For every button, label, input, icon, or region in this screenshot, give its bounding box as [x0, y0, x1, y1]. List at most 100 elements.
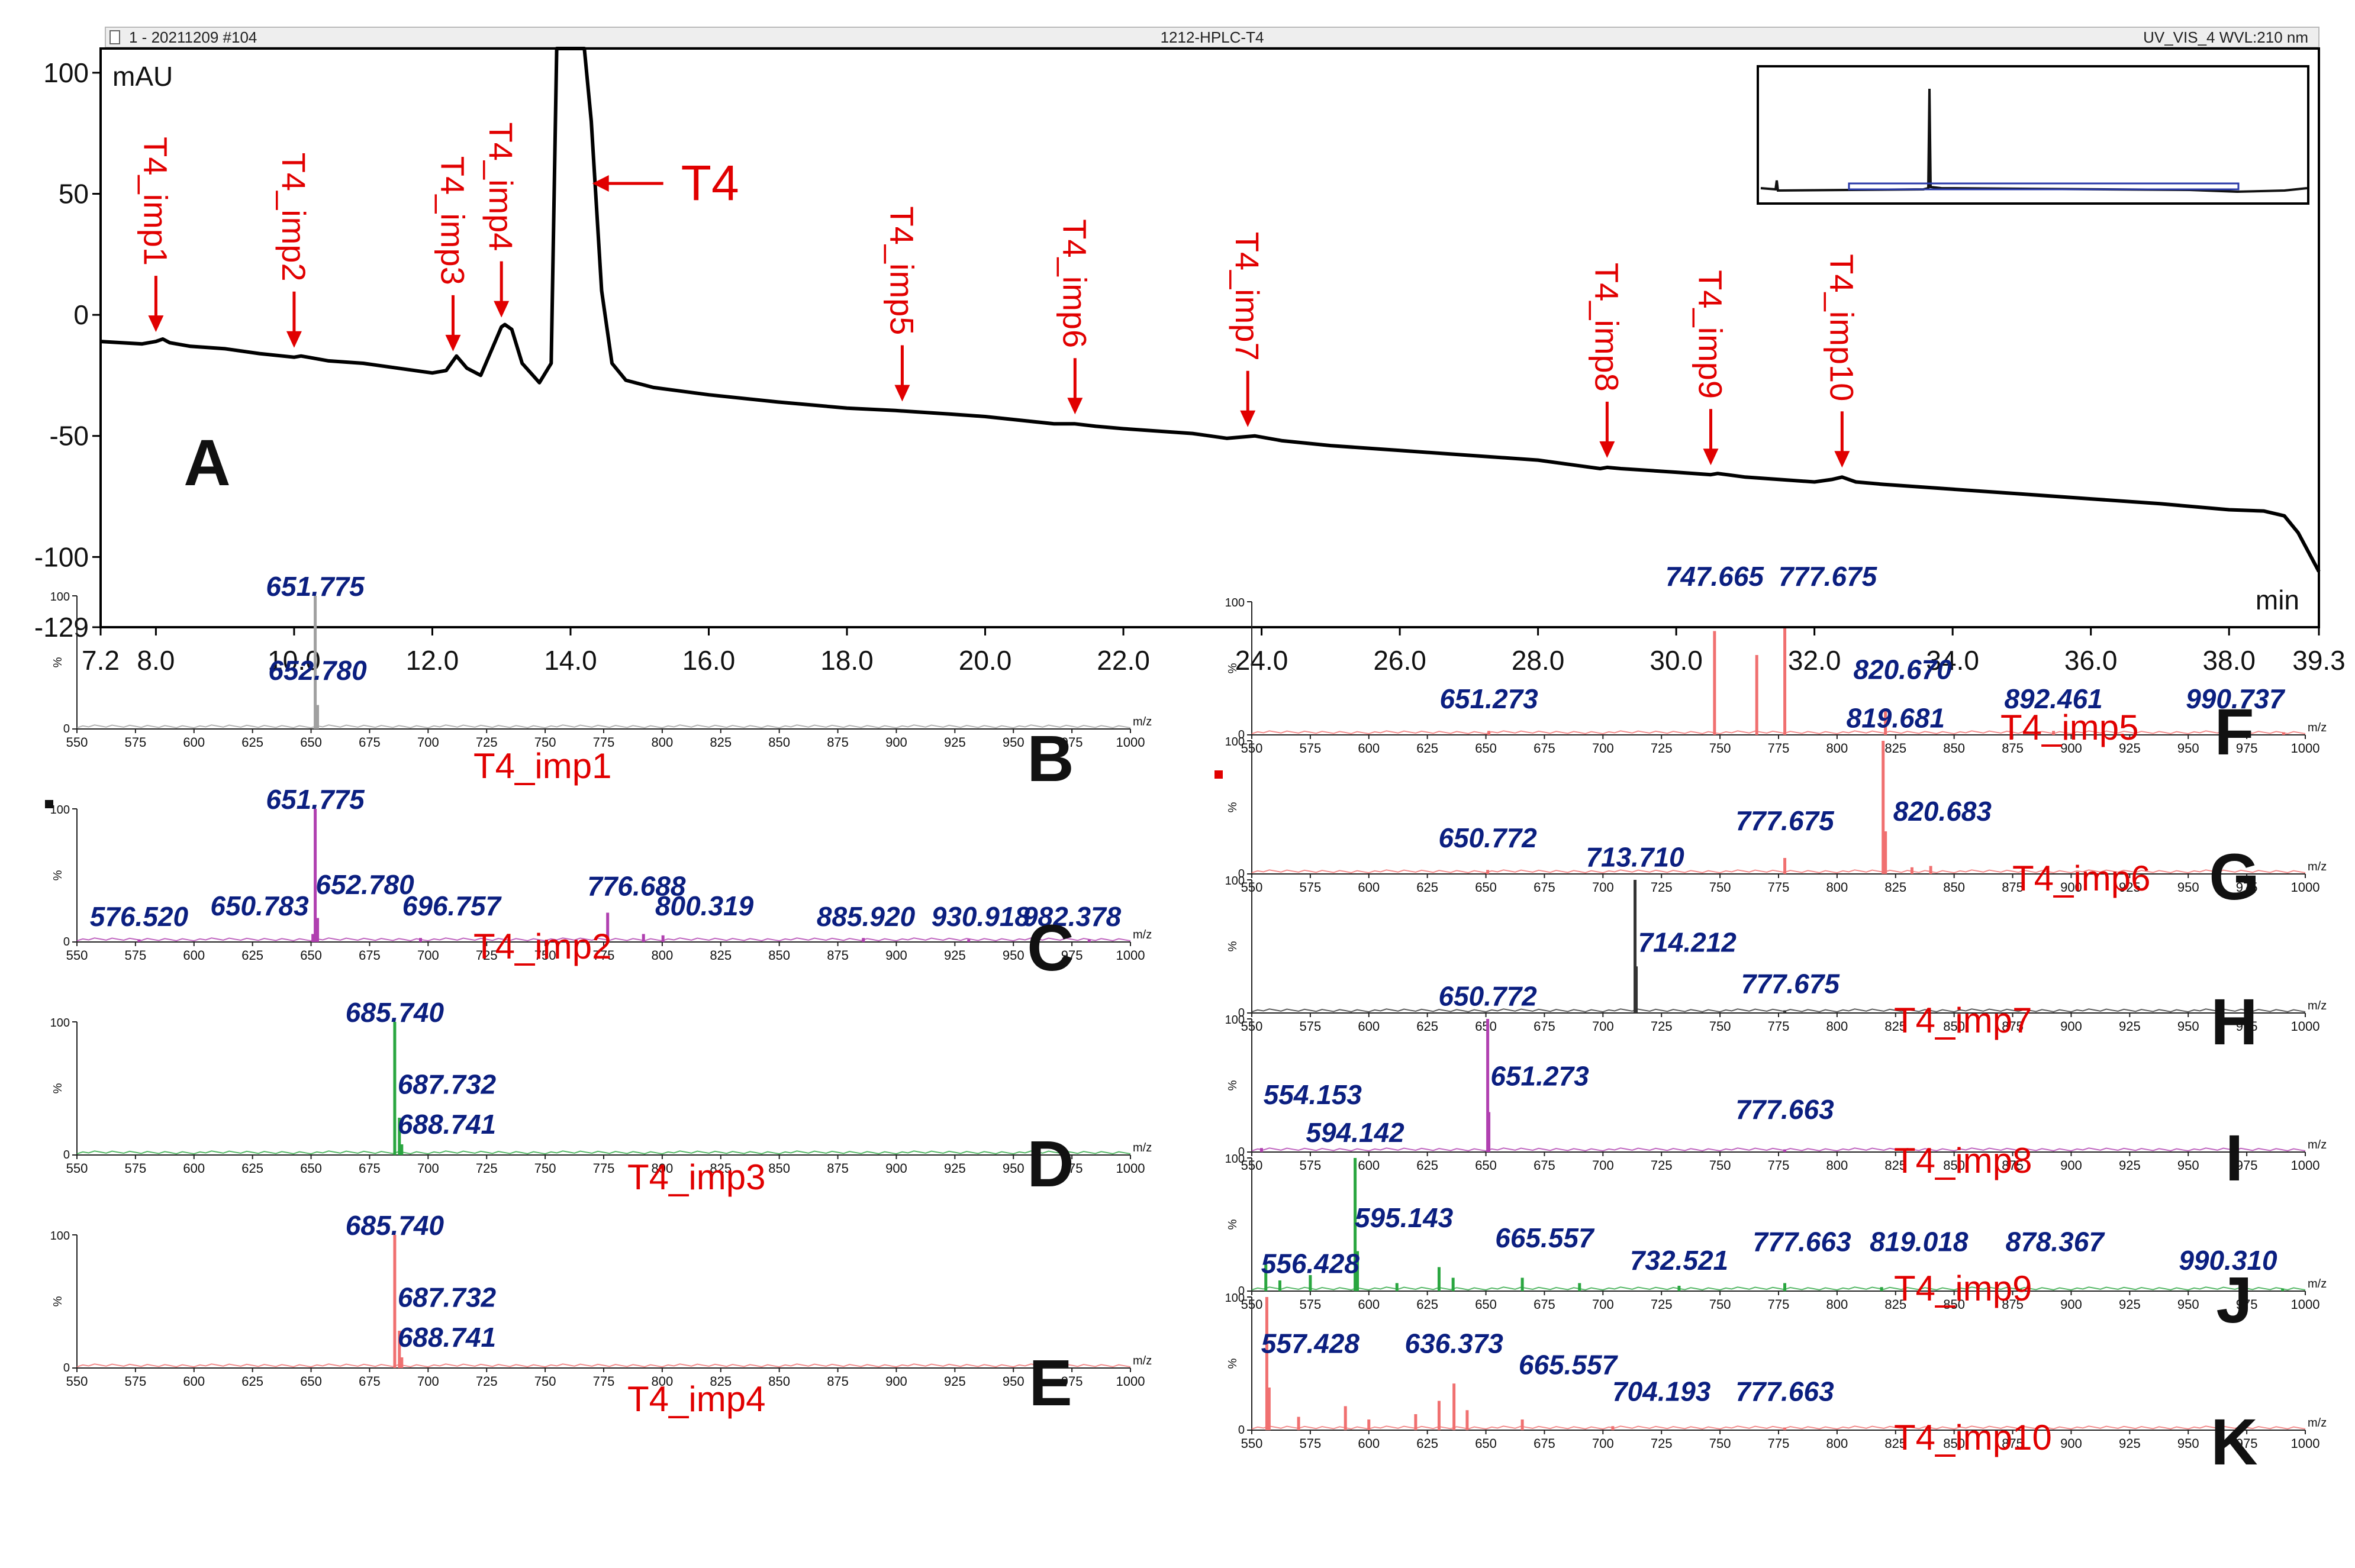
mz-tick-label: 750: [1709, 1019, 1731, 1034]
annotation-label: T4_imp7: [1229, 232, 1266, 361]
mz-tick-label: 950: [1003, 1374, 1025, 1389]
annotation-label: T4_imp1: [137, 137, 174, 266]
y-max-label: 100: [1225, 735, 1245, 748]
mz-tick-label: 975: [2236, 1019, 2258, 1034]
peak-label: 650.783: [210, 891, 309, 921]
mz-tick-label: 900: [2060, 741, 2082, 756]
y-min-label: 0: [63, 722, 70, 735]
spectrum-title: T4_imp6: [2012, 859, 2150, 898]
peak-label: 990.737: [2186, 683, 2286, 714]
mz-tick-label: 650: [300, 948, 322, 963]
mz-tick-label: 1000: [2291, 1158, 2320, 1173]
noise-trace: [1251, 1286, 2306, 1291]
spectrum-title: T4_imp8: [1894, 1141, 2032, 1180]
peak-label: 892.461: [2004, 683, 2102, 714]
peak-label: 685.740: [346, 1210, 444, 1241]
mz-tick-label: 975: [2236, 1436, 2258, 1451]
mz-tick-label: 750: [534, 1374, 556, 1389]
y-min-label: 0: [63, 1361, 70, 1375]
annotation-label: T4_imp2: [275, 153, 313, 282]
mz-tick-label: 875: [2002, 1019, 2024, 1034]
peak-label: 651.775: [266, 571, 365, 602]
chromatogram-x-unit: min: [2256, 585, 2299, 615]
mz-tick-label: 675: [359, 1374, 381, 1389]
mz-tick-label: 675: [1534, 1436, 1555, 1451]
spectrum-title: T4_imp4: [627, 1379, 765, 1419]
mz-tick-label: 1000: [1116, 735, 1145, 750]
mz-tick-label: 1000: [1116, 1374, 1145, 1389]
panel-label-B: B: [1027, 722, 1074, 795]
mz-tick-label: 675: [359, 1161, 381, 1176]
mz-tick-label: 725: [1651, 741, 1673, 756]
mz-tick-label: 775: [1768, 741, 1790, 756]
mz-tick-label: 575: [125, 1374, 147, 1389]
mz-tick-label: 925: [944, 735, 966, 750]
spectrum-panel-D: 1000%550 575 600 625 650 675 700 725 750 775 800 82…: [50, 997, 1152, 1201]
mz-tick-label: 600: [1358, 1297, 1380, 1312]
mz-tick-label: 975: [2236, 741, 2258, 756]
mz-tick-label: 875: [2002, 1158, 2024, 1173]
peak-label: 556.428: [1261, 1248, 1360, 1279]
y-tick-label: -50: [50, 421, 89, 451]
mz-tick-label: 775: [593, 1161, 615, 1176]
spectrum-panel-B: 1000%550 575 600 625 650 675 700 725 750 775 800 82…: [50, 571, 1152, 795]
arrow-head-icon: [1240, 410, 1256, 427]
mz-tick-label: 625: [1416, 741, 1438, 756]
mass-spectra: 1000%550 575 600 625 650 675 700 725 750 775 800 82…: [45, 561, 2327, 1479]
mz-tick-label: 700: [417, 948, 439, 963]
mz-tick-label: 775: [1768, 880, 1790, 895]
annotation-label: T4_imp8: [1588, 263, 1625, 392]
mz-tick-label: 725: [476, 735, 498, 750]
mz-tick-label: 850: [1943, 1019, 1965, 1034]
y-unit-label: %: [1226, 1080, 1239, 1090]
mz-tick-label: 900: [885, 948, 907, 963]
x-tick-label: 34.0: [1926, 645, 1979, 676]
y-unit-label: %: [51, 657, 65, 667]
chromatogram-panel: 100 50 0 -50 -100 -129 7.2 8.0 10.0 12.0 14.0 16.0…: [34, 47, 2346, 676]
arrow-head-icon: [286, 331, 302, 348]
mz-tick-label: 650: [1475, 1158, 1497, 1173]
spectrum-title: T4_imp9: [1894, 1269, 2032, 1308]
mz-tick-label: 600: [183, 1161, 205, 1176]
mz-tick-label: 625: [241, 1161, 263, 1176]
mz-tick-label: 775: [1768, 1158, 1790, 1173]
x-tick-label: 39.3: [2292, 645, 2346, 676]
spectrum-panel-H: 1000%550 575 600 625 650 675 700 725 750 775 800 82…: [1225, 842, 2327, 1059]
peak-label: 820.683: [1893, 796, 1992, 827]
mz-tick-label: 650: [300, 735, 322, 750]
mz-unit-label: m/z: [2308, 999, 2327, 1012]
mz-tick-label: 925: [944, 1161, 966, 1176]
panel-label-J: J: [2216, 1264, 2252, 1337]
mz-unit-label: m/z: [1133, 1354, 1152, 1367]
mz-tick-label: 775: [593, 948, 615, 963]
mz-tick-label: 725: [1651, 1297, 1673, 1312]
mz-tick-label: 700: [1592, 1436, 1614, 1451]
mz-tick-label: 875: [2002, 880, 2024, 895]
annotation-t4-imp8: T4_imp8: [1588, 263, 1625, 458]
annotation-label: T4_imp6: [1056, 219, 1093, 348]
mz-tick-label: 675: [359, 735, 381, 750]
mz-tick-label: 575: [125, 1161, 147, 1176]
mz-tick-label: 975: [2236, 1297, 2258, 1312]
arrow-head-icon: [1599, 441, 1615, 458]
x-tick-label: 12.0: [406, 645, 459, 676]
peak-label: 885.920: [817, 901, 916, 932]
noise-trace: [76, 1363, 1131, 1368]
mz-tick-label: 625: [1416, 1019, 1438, 1034]
mz-tick-label: 1000: [2291, 1019, 2320, 1034]
spectrum-title: T4_imp3: [627, 1157, 765, 1197]
mz-tick-label: 625: [241, 948, 263, 963]
mz-tick-label: 925: [944, 1374, 966, 1389]
noise-trace: [1251, 1147, 2306, 1152]
peak-label: 819.681: [1847, 703, 1945, 734]
peak-label: 930.918: [932, 901, 1030, 932]
mz-tick-label: 650: [1475, 880, 1497, 895]
mz-tick-label: 575: [1300, 1436, 1322, 1451]
annotation-t4-imp9: T4_imp9: [1692, 270, 1729, 466]
mz-tick-label: 675: [1534, 1158, 1555, 1173]
annotation-label: T4_imp9: [1692, 270, 1729, 399]
mz-tick-label: 825: [1884, 1019, 1906, 1034]
mz-tick-label: 575: [1300, 741, 1322, 756]
mz-tick-label: 650: [300, 1374, 322, 1389]
mz-tick-label: 775: [1768, 1297, 1790, 1312]
